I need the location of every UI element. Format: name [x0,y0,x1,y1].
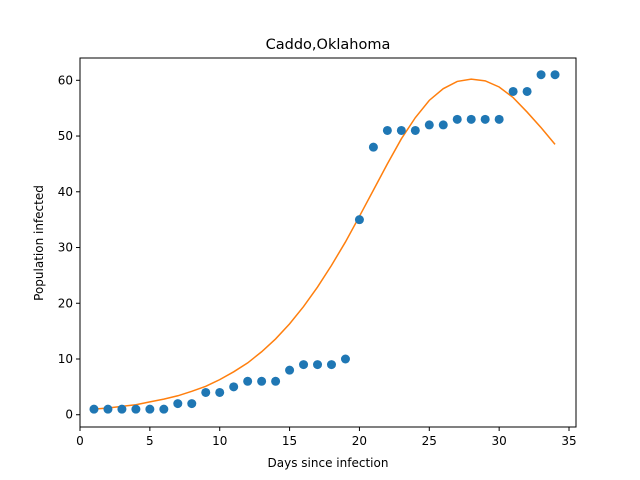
data-point [536,70,546,80]
y-tick-label: 10 [58,352,73,366]
data-point [103,404,113,414]
data-point [187,399,197,409]
y-tick-label: 0 [65,408,73,422]
y-tick-label: 40 [58,185,73,199]
y-tick-label: 20 [58,296,73,310]
data-point [410,125,420,135]
y-axis-ticks: 0 10 20 30 40 50 60 [58,73,80,422]
x-tick-label: 15 [282,434,297,448]
data-point [313,360,323,370]
data-point [271,376,281,386]
data-point [326,360,336,370]
x-tick-label: 20 [352,434,367,448]
data-point [368,142,378,152]
data-point [494,114,504,124]
y-tick-label: 60 [58,73,73,87]
y-axis-label: Population infected [32,185,46,301]
fitted-curve-line [93,78,556,410]
y-tick-label: 50 [58,129,73,143]
data-point [452,114,462,124]
data-point [257,376,267,386]
data-point [145,404,155,414]
data-point [159,404,169,414]
x-tick-label: 25 [422,434,437,448]
data-point [285,365,295,375]
data-point [229,382,239,392]
x-tick-label: 30 [492,434,507,448]
data-point [438,120,448,130]
data-point [354,215,364,225]
x-tick-label: 35 [561,434,576,448]
data-point [396,125,406,135]
data-point [201,387,211,397]
axes-frame [79,57,577,428]
data-point [117,404,127,414]
data-point [522,86,532,96]
data-point [340,354,350,364]
data-point [508,86,518,96]
data-point [480,114,490,124]
data-point [299,360,309,370]
x-axis-label: Days since infection [268,456,389,470]
plot-area [89,70,560,414]
x-tick-label: 10 [212,434,227,448]
data-point [424,120,434,130]
y-tick-label: 30 [58,241,73,255]
data-point [243,376,253,386]
chart-title: Caddo,Oklahoma [266,37,391,53]
data-point [466,114,476,124]
data-point [173,399,183,409]
data-point [382,125,392,135]
data-point [89,404,99,414]
data-point [550,70,560,80]
x-tick-label: 5 [146,434,154,448]
data-point [131,404,141,414]
x-axis-ticks: 0 5 10 15 20 25 30 35 [76,427,577,448]
data-point [215,387,225,397]
x-tick-label: 0 [76,434,84,448]
